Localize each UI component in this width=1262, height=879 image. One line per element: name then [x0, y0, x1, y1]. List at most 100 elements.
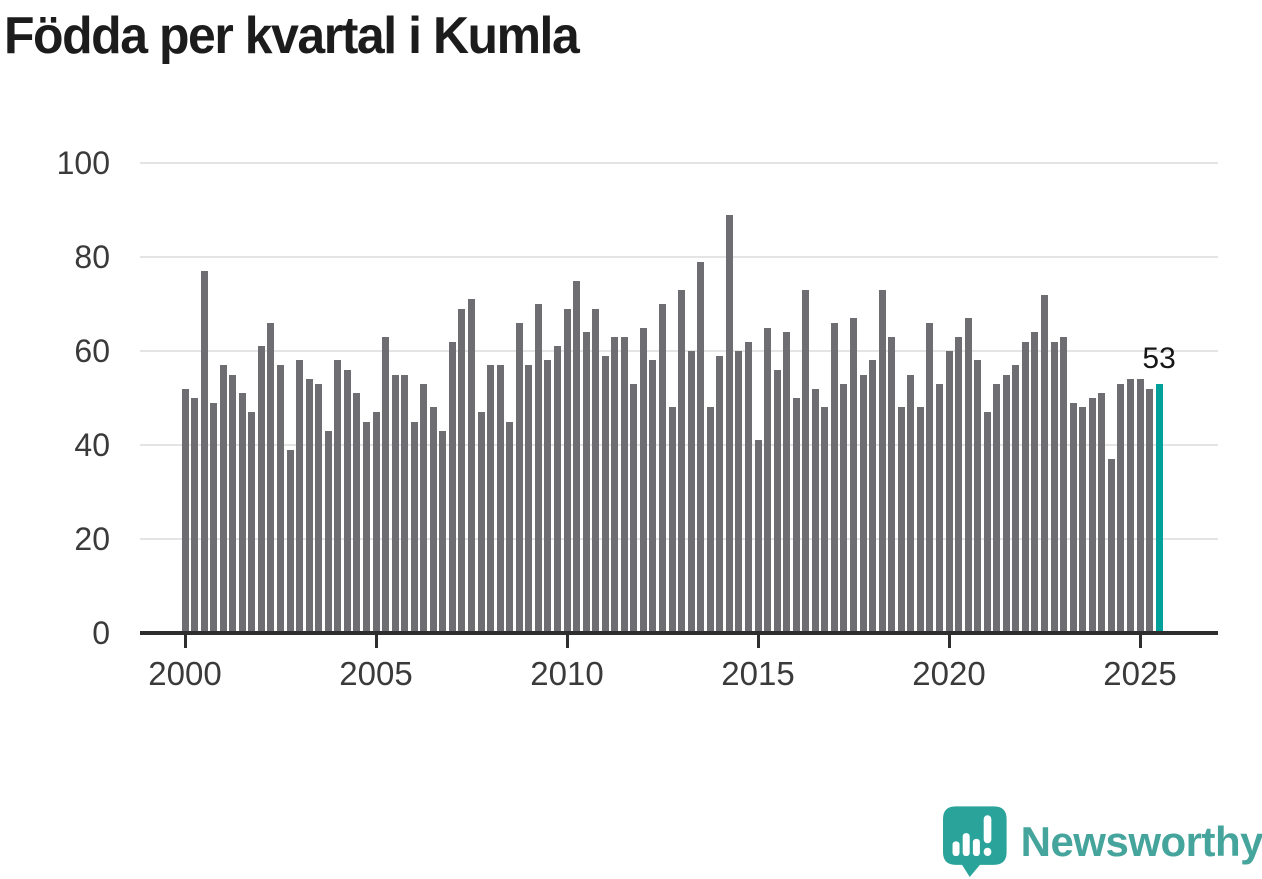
bar	[439, 430, 447, 633]
bar	[563, 308, 571, 633]
bar	[869, 360, 877, 633]
bar	[764, 327, 772, 633]
bar	[391, 374, 399, 633]
bar	[964, 318, 972, 633]
x-axis-label-2010: 2010	[530, 655, 604, 692]
chart-title: Födda per kvartal i Kumla	[4, 7, 580, 65]
bar	[697, 261, 705, 633]
bar	[372, 412, 380, 633]
bar	[448, 341, 456, 633]
x-axis-tick-2005	[374, 633, 378, 648]
y-axis-label-0: 0	[92, 615, 110, 651]
bar	[668, 407, 676, 633]
bar	[783, 332, 791, 633]
bar	[907, 374, 915, 633]
bar	[582, 332, 590, 633]
bar	[219, 365, 227, 633]
x-axis-label-2005: 2005	[339, 655, 413, 692]
bar	[735, 351, 743, 633]
bar	[592, 308, 600, 633]
bar	[468, 299, 475, 633]
bar	[1021, 341, 1029, 633]
bar	[267, 322, 275, 633]
bar	[811, 388, 819, 633]
bar	[1069, 402, 1077, 633]
bar	[420, 383, 428, 633]
gridline-y-100	[140, 162, 1218, 164]
bar	[1146, 388, 1154, 633]
newsworthy-logo: Newsworthy	[943, 804, 1262, 879]
highlighted-bar	[1155, 383, 1163, 633]
gridline-y-80	[140, 256, 1218, 258]
bar	[716, 355, 724, 633]
bar	[257, 346, 265, 633]
bar	[382, 336, 390, 633]
bar	[611, 336, 619, 633]
x-axis-label-2025: 2025	[1103, 655, 1177, 692]
bar	[993, 383, 1001, 633]
bar	[678, 289, 686, 633]
bar	[553, 346, 561, 633]
bar	[687, 351, 695, 633]
x-axis-label-2015: 2015	[721, 655, 795, 692]
bar	[840, 383, 848, 633]
bar	[1002, 374, 1010, 633]
bar	[926, 322, 934, 633]
x-axis-tick-2025	[1138, 633, 1142, 648]
bar	[305, 379, 313, 633]
bar	[1012, 365, 1020, 633]
y-axis-label-20: 20	[74, 521, 110, 557]
bar	[821, 407, 829, 633]
bar	[362, 421, 370, 633]
bar	[630, 383, 638, 633]
bar	[286, 449, 294, 633]
bar	[706, 407, 714, 633]
bar	[534, 304, 542, 633]
bar	[334, 360, 342, 633]
bar	[601, 355, 609, 633]
bar	[296, 360, 304, 633]
x-axis-tick-2010	[565, 633, 569, 648]
bar	[620, 336, 628, 633]
bar	[315, 383, 323, 633]
plot-area: 53 0 20 40 60 80 100 2000 2005 2010 2015 2020 2025	[57, 145, 1218, 692]
bar	[238, 393, 246, 633]
bar	[649, 360, 657, 633]
bar	[1117, 383, 1125, 633]
bar	[429, 407, 437, 633]
bar	[935, 383, 943, 633]
highlight-value-label: 53	[1142, 341, 1176, 375]
bar	[659, 304, 666, 633]
bar	[1136, 379, 1144, 633]
bar	[1041, 294, 1048, 633]
bar	[878, 289, 886, 633]
bar	[725, 214, 733, 633]
bar	[1098, 393, 1106, 633]
bar	[353, 393, 361, 633]
bar	[1050, 341, 1058, 633]
bar	[458, 308, 466, 633]
bar	[744, 341, 752, 633]
bar	[916, 407, 924, 633]
bar	[1126, 379, 1134, 633]
bar	[1079, 407, 1087, 633]
bar	[506, 421, 514, 633]
bar	[324, 430, 332, 633]
bar	[525, 365, 533, 633]
bar	[496, 365, 504, 633]
bar	[859, 374, 867, 633]
bar	[487, 365, 495, 633]
bar	[248, 412, 256, 633]
bar	[477, 412, 485, 633]
x-axis-label-2000: 2000	[148, 655, 222, 692]
x-axis-label-2020: 2020	[912, 655, 986, 692]
bar	[955, 336, 963, 633]
bar	[229, 374, 237, 633]
bar	[277, 365, 284, 633]
bar	[1031, 332, 1039, 633]
bar	[573, 280, 581, 633]
bar	[410, 421, 418, 633]
bar	[888, 336, 896, 633]
bar	[773, 369, 781, 633]
